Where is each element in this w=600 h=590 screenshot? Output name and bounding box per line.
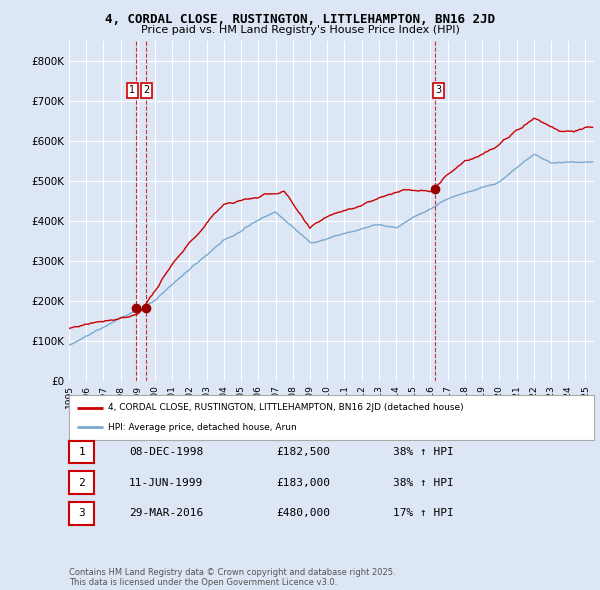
Text: 3: 3 <box>436 85 442 95</box>
Text: 2: 2 <box>78 478 85 487</box>
Text: 4, CORDAL CLOSE, RUSTINGTON, LITTLEHAMPTON, BN16 2JD (detached house): 4, CORDAL CLOSE, RUSTINGTON, LITTLEHAMPT… <box>109 403 464 412</box>
Text: Contains HM Land Registry data © Crown copyright and database right 2025.
This d: Contains HM Land Registry data © Crown c… <box>69 568 395 587</box>
Text: £182,500: £182,500 <box>276 447 330 457</box>
Text: 38% ↑ HPI: 38% ↑ HPI <box>393 447 454 457</box>
Text: 29-MAR-2016: 29-MAR-2016 <box>129 509 203 518</box>
Text: 2: 2 <box>143 85 149 95</box>
Text: Price paid vs. HM Land Registry's House Price Index (HPI): Price paid vs. HM Land Registry's House … <box>140 25 460 35</box>
Text: 11-JUN-1999: 11-JUN-1999 <box>129 478 203 487</box>
Text: 17% ↑ HPI: 17% ↑ HPI <box>393 509 454 518</box>
Text: 3: 3 <box>78 509 85 518</box>
Text: 4, CORDAL CLOSE, RUSTINGTON, LITTLEHAMPTON, BN16 2JD: 4, CORDAL CLOSE, RUSTINGTON, LITTLEHAMPT… <box>105 13 495 26</box>
Text: 38% ↑ HPI: 38% ↑ HPI <box>393 478 454 487</box>
Text: £480,000: £480,000 <box>276 509 330 518</box>
Text: 1: 1 <box>78 447 85 457</box>
Text: HPI: Average price, detached house, Arun: HPI: Average price, detached house, Arun <box>109 422 297 432</box>
Text: 08-DEC-1998: 08-DEC-1998 <box>129 447 203 457</box>
Text: £183,000: £183,000 <box>276 478 330 487</box>
Text: 1: 1 <box>129 85 136 95</box>
